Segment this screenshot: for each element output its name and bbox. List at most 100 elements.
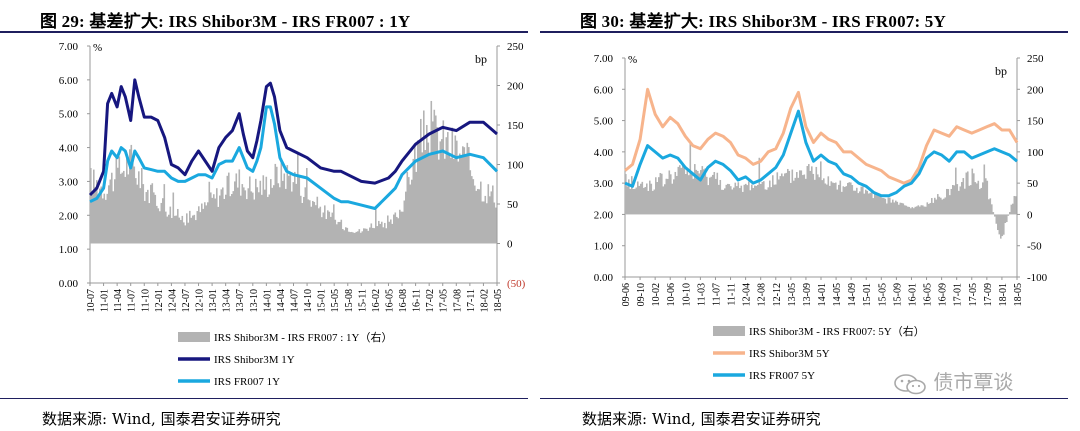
basis-bar bbox=[114, 179, 116, 244]
basis-bar bbox=[372, 227, 374, 244]
basis-bar bbox=[415, 171, 418, 244]
basis-bar bbox=[781, 173, 783, 215]
basis-bar bbox=[874, 192, 876, 215]
basis-bar bbox=[737, 182, 740, 215]
fr007-line bbox=[89, 105, 499, 210]
legend-label-basis: IRS Shibor3M - IRS FR007 : 1Y（右） bbox=[214, 330, 392, 344]
basis-bar bbox=[890, 202, 893, 215]
basis-bar bbox=[121, 172, 124, 244]
basis-bar bbox=[922, 205, 924, 215]
basis-bar bbox=[755, 185, 758, 215]
x-tick-label: 16-02 bbox=[371, 289, 382, 312]
basis-bar bbox=[207, 202, 209, 244]
basis-bar bbox=[466, 142, 469, 244]
basis-bar bbox=[94, 186, 97, 244]
basis-bar bbox=[1012, 203, 1014, 215]
basis-bar bbox=[652, 190, 654, 215]
basis-bar bbox=[868, 193, 870, 215]
basis-bar bbox=[724, 188, 726, 215]
basis-bar bbox=[103, 193, 106, 244]
x-tick-label: 10-06 bbox=[666, 283, 677, 306]
basis-bar bbox=[794, 177, 797, 215]
basis-bar bbox=[688, 175, 690, 215]
watermark: 债市覃谈 bbox=[893, 366, 1013, 395]
basis-bar bbox=[249, 176, 251, 244]
basis-bar bbox=[968, 185, 971, 215]
basis-bar bbox=[710, 176, 713, 215]
basis-bar bbox=[460, 155, 463, 244]
basis-bar bbox=[991, 204, 993, 215]
basis-bar bbox=[274, 163, 277, 244]
basis-bar bbox=[667, 178, 669, 215]
basis-bar bbox=[430, 100, 433, 244]
basis-bar bbox=[117, 167, 119, 244]
basis-bar bbox=[262, 175, 265, 244]
basis-bar bbox=[447, 132, 449, 244]
basis-bar bbox=[457, 161, 460, 244]
basis-bar bbox=[907, 206, 909, 215]
basis-bar bbox=[722, 189, 725, 215]
basis-bar bbox=[168, 214, 170, 244]
basis-bar bbox=[803, 174, 806, 215]
x-tick-label: 17-11 bbox=[466, 289, 477, 312]
basis-bar bbox=[763, 181, 765, 215]
legend-swatch-basis bbox=[713, 326, 745, 336]
basis-bar bbox=[258, 192, 260, 244]
basis-bar bbox=[480, 181, 482, 244]
figure-30-panel: 图 30: 基差扩大: IRS Shibor3M - IRS FR007: 5Y… bbox=[540, 0, 1080, 431]
basis-bar bbox=[246, 199, 248, 244]
x-tick-label: 18-02 bbox=[479, 289, 490, 312]
basis-bar bbox=[357, 231, 359, 244]
basis-bar bbox=[704, 168, 707, 215]
basis-bar bbox=[477, 188, 479, 244]
x-tick-label: 13-04 bbox=[222, 289, 233, 312]
basis-bar bbox=[102, 198, 104, 244]
basis-bar bbox=[280, 158, 283, 244]
basis-bar bbox=[848, 182, 851, 215]
basis-bar bbox=[417, 140, 419, 244]
basis-bar bbox=[820, 161, 822, 215]
basis-bar bbox=[788, 170, 791, 215]
basis-bar bbox=[863, 193, 866, 215]
basis-bar bbox=[850, 182, 852, 215]
x-tick-label: 14-05 bbox=[832, 283, 843, 306]
x-tick-label: 11-10 bbox=[140, 289, 151, 312]
basis-bar bbox=[808, 164, 810, 215]
basis-bar bbox=[396, 216, 398, 244]
basis-bar bbox=[692, 178, 695, 215]
x-tick-label: 18-01 bbox=[998, 283, 1009, 306]
basis-bar bbox=[201, 203, 203, 244]
basis-bar bbox=[198, 206, 200, 244]
basis-bar bbox=[304, 187, 307, 244]
basis-bar bbox=[375, 209, 377, 244]
basis-bar bbox=[625, 174, 627, 215]
basis-bar bbox=[403, 200, 406, 244]
top-rule bbox=[540, 31, 1068, 33]
right-tick-label: 50 bbox=[1027, 178, 1039, 190]
basis-bar bbox=[199, 212, 202, 244]
basis-bar bbox=[934, 197, 936, 215]
basis-bar bbox=[268, 194, 271, 244]
basis-bar bbox=[635, 187, 638, 215]
basis-bar bbox=[1009, 212, 1011, 215]
basis-bar bbox=[799, 170, 801, 215]
basis-bar bbox=[695, 169, 698, 215]
basis-bar bbox=[712, 174, 714, 215]
basis-bar bbox=[727, 183, 729, 215]
fr007-line bbox=[624, 109, 1018, 198]
basis-bar bbox=[626, 186, 629, 215]
basis-bar bbox=[977, 180, 980, 215]
figure-29-panel: 图 29: 基差扩大: IRS Shibor3M - IRS FR007 : 1… bbox=[0, 12, 528, 428]
shibor3m-line bbox=[624, 87, 1019, 185]
basis-bar bbox=[228, 172, 230, 244]
basis-bar bbox=[680, 167, 683, 215]
basis-bar bbox=[773, 184, 776, 215]
basis-bar bbox=[135, 178, 137, 244]
basis-bar bbox=[883, 198, 885, 215]
x-tick-label: 16-01 bbox=[907, 283, 918, 306]
left-tick-label: 7.00 bbox=[594, 53, 614, 65]
basis-bar bbox=[492, 185, 494, 244]
basis-bar bbox=[793, 180, 795, 215]
basis-bar bbox=[270, 179, 272, 244]
basis-bar bbox=[853, 190, 855, 215]
